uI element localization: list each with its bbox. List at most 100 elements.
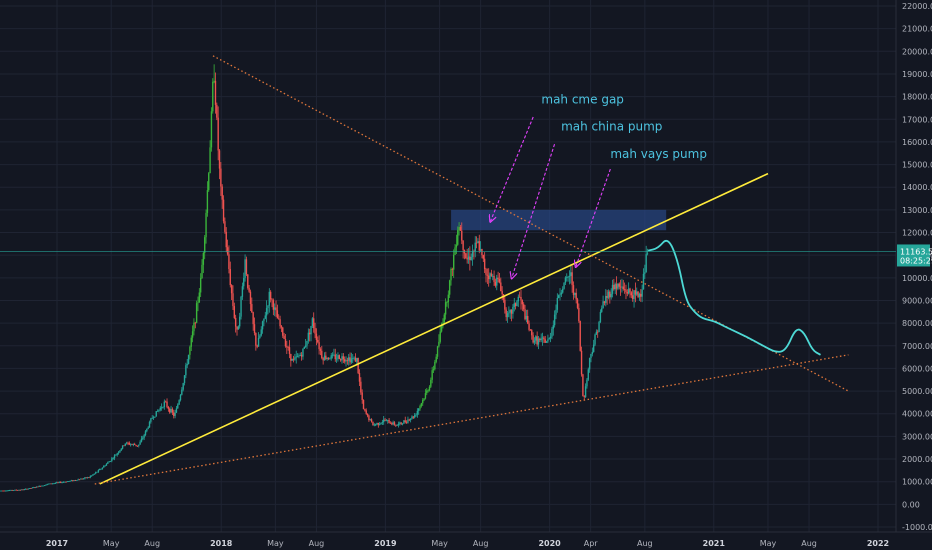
x-tick-label: Aug <box>473 539 489 548</box>
candle-body <box>452 254 455 270</box>
candle-body <box>29 488 31 489</box>
y-tick-label: 1000.00 <box>902 478 932 487</box>
candle-body <box>220 168 222 187</box>
candle-body <box>314 328 316 334</box>
candle-body <box>97 470 100 472</box>
candle-body <box>214 80 217 105</box>
candle-body <box>193 322 195 332</box>
candle-body <box>282 327 284 336</box>
candle-body <box>419 405 421 409</box>
candle-body <box>520 297 522 301</box>
candle-body <box>151 417 153 419</box>
candle-body <box>352 357 354 359</box>
candle-body <box>482 255 485 259</box>
candle-body <box>31 487 34 489</box>
candle-body <box>42 485 44 487</box>
y-tick-label: 19000.00 <box>902 70 932 79</box>
y-tick-label: 14000.00 <box>902 183 932 192</box>
candle-body <box>20 489 23 491</box>
candle-body <box>350 358 353 363</box>
current-price-tag: 11163.56 08:25:29 <box>897 244 932 267</box>
candle-body <box>588 358 591 370</box>
candle-body <box>183 375 186 384</box>
candle-body <box>205 212 207 238</box>
candle-body <box>439 331 441 342</box>
candle-body <box>152 417 155 419</box>
candle-body <box>592 344 595 352</box>
x-tick-label: 2021 <box>703 539 726 548</box>
candle-body <box>362 399 365 410</box>
candle-body <box>70 480 73 482</box>
candle-body <box>378 424 381 425</box>
candle-body <box>94 472 97 474</box>
candle-body <box>349 357 351 363</box>
candle-body <box>436 346 439 357</box>
candle-body <box>84 477 86 479</box>
candle-body <box>330 355 332 359</box>
candle-body <box>524 309 526 320</box>
y-tick-label: 0.00 <box>902 500 920 509</box>
x-tick-label: Aug <box>144 539 160 548</box>
candle-body <box>257 337 260 347</box>
candle-body <box>167 406 170 409</box>
candle-body <box>206 190 209 213</box>
candle-body <box>621 286 623 288</box>
candle-body <box>104 465 106 467</box>
candle-body <box>50 483 52 485</box>
candle-body <box>216 104 218 118</box>
candle-body <box>55 482 58 484</box>
candle-body <box>263 318 265 322</box>
candle-body <box>368 415 370 421</box>
candle-body <box>46 483 48 485</box>
candle-body <box>197 302 199 304</box>
y-axis[interactable]: 22000.00 21000.00 20000.00 19000.00 18000.00… <box>902 2 932 532</box>
candle-body <box>117 452 120 454</box>
candle-body <box>298 355 300 357</box>
candle-body <box>409 418 412 421</box>
candle-body <box>392 422 394 425</box>
candle-body <box>427 390 429 392</box>
candle-body <box>609 291 611 298</box>
candle-body <box>365 410 367 414</box>
candle-body <box>602 301 604 309</box>
candle-body <box>82 478 85 480</box>
candle-body <box>178 400 180 405</box>
candle-body <box>140 438 143 442</box>
candle-body <box>276 310 279 319</box>
candle-body <box>234 317 237 327</box>
candle-body <box>127 442 129 444</box>
candle-body <box>400 422 402 424</box>
candle-body <box>322 358 324 361</box>
y-tick-label: 15000.00 <box>902 161 932 170</box>
candle-body <box>356 358 358 362</box>
candle-body <box>506 313 509 318</box>
candle-body <box>136 445 139 447</box>
candle-body <box>493 275 495 283</box>
candle-body <box>129 444 132 446</box>
candle-body <box>353 357 355 359</box>
candle-body <box>308 332 311 335</box>
candle-body <box>514 303 517 307</box>
candle-body <box>387 419 389 421</box>
candle-body <box>462 240 464 250</box>
price-tag-background <box>897 244 930 267</box>
candle-body <box>226 247 229 255</box>
trendline-yellow <box>99 172 769 485</box>
candle-body <box>443 314 445 323</box>
candle-body <box>426 390 428 394</box>
candle-body <box>283 335 285 340</box>
candle-body <box>494 282 497 286</box>
candle-body <box>455 244 458 248</box>
candle-body <box>134 443 136 445</box>
candle-body <box>572 285 575 295</box>
candle-body <box>11 489 13 491</box>
candle-body <box>641 289 643 297</box>
candle-body <box>428 386 431 391</box>
candle-body <box>366 413 369 416</box>
candle-body <box>329 358 331 360</box>
x-axis[interactable]: 2017 May Aug 2018 May Aug 2019 May Aug 2020 Apr Aug… <box>46 539 889 548</box>
candle-body <box>617 283 619 289</box>
candle-body <box>384 419 386 421</box>
x-tick-label: May <box>431 539 448 548</box>
